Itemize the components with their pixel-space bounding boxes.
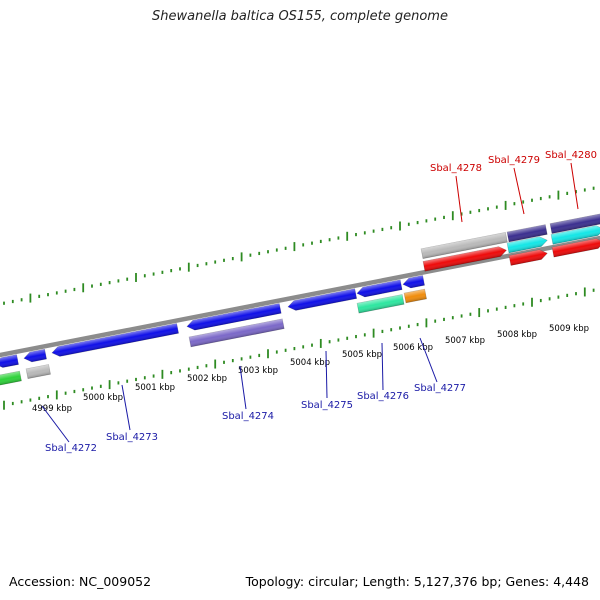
gene-label: Sbal_4278 — [430, 163, 482, 174]
genome-backbone — [0, 235, 600, 358]
gene-block-4279-gene-shade — [507, 224, 548, 242]
gene-block-4271-cds — [0, 354, 19, 368]
gene-block-4278-cds — [422, 246, 507, 272]
gene-block-4276-cds-shade — [357, 279, 403, 297]
tick-label: 5004 kbp — [290, 358, 330, 368]
leader-line — [41, 405, 70, 443]
gene-block-4279-cds — [508, 249, 548, 266]
tick-label: 5009 kbp — [549, 324, 589, 334]
gene-block-4271-cds-shade — [0, 354, 19, 368]
gene-block-4272-gene — [25, 364, 51, 379]
gene-label: Sbal_4280 — [545, 150, 597, 161]
gene-block-4280-misc-shade — [551, 225, 600, 245]
gene-block-4277-gene-shade — [404, 289, 427, 303]
gene-block-4272-gene-shade — [26, 364, 51, 379]
tick-label: 5003 kbp — [238, 366, 278, 376]
gene-block-4275-cds-shade — [288, 288, 357, 311]
gene-block-4277-gene — [403, 288, 427, 304]
gene-block-4274-gene-shade — [189, 318, 285, 347]
gene-block-4274-gene — [188, 318, 285, 348]
gene-label: Sbal_4279 — [488, 155, 540, 166]
tick-label: 4999 kbp — [32, 404, 72, 414]
leader-line — [121, 384, 131, 431]
tick-track: 4999 kbp 5000 kbp 5001 kbp 5002 kbp 5003 kbp… — [3, 186, 595, 414]
gene-label: Sbal_4272 — [45, 443, 97, 454]
gene-block-4274-cds — [186, 303, 282, 331]
gene-block-4276-gene — [356, 294, 405, 314]
tick-label: 5001 kbp — [135, 383, 175, 393]
leader-line — [381, 342, 384, 391]
tick-label: 5002 kbp — [187, 374, 227, 384]
gene-block-4276-cds — [356, 279, 403, 298]
gene-block-4278-cds-shade — [423, 246, 507, 272]
gene-block-4280-cds — [551, 238, 600, 258]
feature-tracks — [0, 212, 600, 387]
leader-line — [570, 162, 579, 210]
gene-block-4273-cds-shade — [52, 323, 179, 357]
gene-block-4271-gene-shade — [0, 371, 22, 386]
tick-label: 5006 kbp — [393, 343, 433, 353]
gene-block-4279-gene — [506, 224, 548, 243]
gene-block-4274-cds-shade — [187, 303, 282, 331]
tick-label: 5008 kbp — [497, 330, 537, 340]
leader-line — [513, 167, 525, 215]
gene-labels: Sbal_4278 Sbal_4279 Sbal_4280 Sbal_4272 Sbal… — [41, 150, 597, 454]
leader-line — [325, 350, 328, 399]
genome-summary-text: Topology: circular; Length: 5,127,376 bp… — [245, 574, 589, 589]
accession-text: Accession: NC_009052 — [9, 574, 152, 589]
gene-block-4279-misc — [506, 236, 548, 254]
gene-block-4280-cds-shade — [552, 238, 600, 258]
gene-block-4277-cds-shade — [403, 275, 425, 288]
gene-label: Sbal_4275 — [301, 400, 353, 411]
leader-line — [455, 175, 463, 223]
tick-label: 5007 kbp — [445, 336, 485, 346]
gene-block-4278-gene — [420, 231, 508, 259]
gene-label: Sbal_4274 — [222, 411, 274, 422]
leader-line — [239, 365, 247, 410]
gene-block-4278-gene-shade — [421, 232, 508, 259]
gene-block-4271-gene — [0, 370, 22, 387]
gene-label: Sbal_4273 — [106, 432, 158, 443]
gene-block-4276-gene-shade — [357, 294, 405, 314]
gene-label: Sbal_4277 — [414, 383, 466, 394]
tick-label: 5005 kbp — [342, 350, 382, 360]
gene-block-4272-cds-shade — [24, 349, 47, 362]
map-title: Shewanella baltica OS155, complete genom… — [152, 9, 448, 24]
gene-label: Sbal_4276 — [357, 391, 409, 402]
gene-block-4280-gene-shade — [550, 213, 600, 234]
gene-block-4277-cds — [402, 275, 425, 289]
gene-block-4272-cds — [23, 348, 47, 363]
gene-block-4275-cds — [287, 288, 358, 311]
gene-block-4279-misc-shade — [507, 236, 548, 253]
gene-block-4273-cds — [51, 323, 179, 357]
gene-block-4280-gene — [549, 212, 600, 234]
leader-line — [419, 337, 438, 383]
gene-block-4280-misc — [550, 225, 600, 245]
tick-label: 5000 kbp — [83, 393, 123, 403]
gene-block-4279-cds-shade — [509, 249, 548, 266]
